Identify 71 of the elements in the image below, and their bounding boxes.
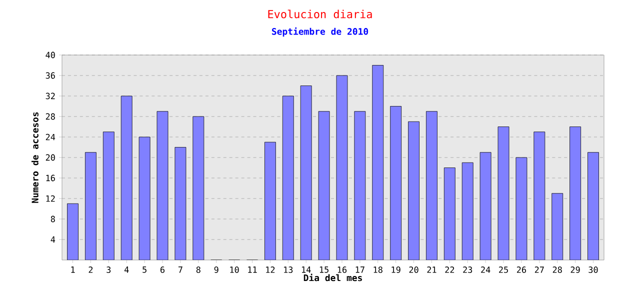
bar xyxy=(354,111,366,260)
x-tick-label: 11 xyxy=(248,266,257,273)
x-tick-label: 4 xyxy=(124,266,129,273)
x-tick-label: 27 xyxy=(534,266,544,273)
bar xyxy=(264,142,276,260)
bar xyxy=(336,75,348,260)
x-tick-label: 17 xyxy=(356,266,364,273)
y-tick-label: 8 xyxy=(50,216,55,222)
x-axis-title: Dia del mes xyxy=(304,274,362,282)
x-tick-label: 13 xyxy=(284,266,293,273)
x-tick-label: 7 xyxy=(178,266,182,273)
bar xyxy=(138,136,150,260)
x-tick-label: 19 xyxy=(392,266,400,273)
y-tick-label: 20 xyxy=(46,154,55,161)
x-tick-label: 16 xyxy=(338,266,347,273)
bar xyxy=(372,65,384,260)
x-tick-label: 8 xyxy=(196,266,200,273)
bar xyxy=(174,147,186,260)
y-tick-label: 40 xyxy=(46,52,55,58)
chart-subtitle: Septiembre de 2010 xyxy=(272,27,368,37)
bar xyxy=(516,157,528,260)
bar xyxy=(156,111,168,260)
y-tick-label: 36 xyxy=(46,72,55,79)
x-tick-label: 2 xyxy=(88,266,93,273)
y-tick-label: 12 xyxy=(46,195,55,202)
y-tick-label: 28 xyxy=(46,113,55,120)
x-tick-label: 22 xyxy=(445,266,454,273)
bar xyxy=(588,152,599,260)
bar xyxy=(192,116,204,260)
bar xyxy=(408,121,420,260)
x-tick-label: 18 xyxy=(374,266,382,273)
x-tick-label: 9 xyxy=(214,266,218,273)
bar xyxy=(121,96,132,260)
y-tick-label: 32 xyxy=(46,92,55,100)
bar xyxy=(67,203,78,260)
x-tick-label: 28 xyxy=(552,266,562,273)
x-tick-label: 5 xyxy=(142,266,146,273)
x-tick-label: 23 xyxy=(463,266,472,273)
x-tick-label: 20 xyxy=(409,266,418,273)
x-tick-label: 21 xyxy=(427,266,436,273)
bar xyxy=(498,126,510,260)
bar xyxy=(552,193,564,260)
x-tick-label: 29 xyxy=(570,266,580,273)
x-tick-label: 3 xyxy=(106,266,111,273)
x-tick-label: 14 xyxy=(302,266,311,273)
x-tick-label: 24 xyxy=(481,266,490,273)
x-tick-label: 12 xyxy=(266,266,275,273)
x-tick-label: 10 xyxy=(230,266,239,273)
bar xyxy=(534,132,546,260)
bar xyxy=(444,168,456,260)
bar xyxy=(282,96,294,260)
y-axis-title: Numero de accesos xyxy=(32,112,38,203)
x-tick-label: 30 xyxy=(588,266,598,273)
bar xyxy=(570,126,581,260)
bar xyxy=(300,86,312,260)
bar xyxy=(426,111,438,260)
x-tick-label: 6 xyxy=(160,266,165,273)
bar xyxy=(390,106,402,260)
bar xyxy=(480,152,492,260)
x-tick-label: 26 xyxy=(516,266,526,273)
chart-title: Evolucion diaria xyxy=(268,10,372,18)
y-tick-label: 4 xyxy=(50,236,56,243)
bar xyxy=(462,162,474,260)
bar xyxy=(85,152,96,260)
x-tick-label: 15 xyxy=(320,266,328,273)
y-tick-label: 24 xyxy=(46,134,56,140)
x-tick-label: 25 xyxy=(499,266,508,273)
y-tick-label: 16 xyxy=(46,174,55,182)
bar xyxy=(318,111,330,260)
x-tick-label: 1 xyxy=(71,266,75,273)
bar xyxy=(102,132,114,260)
